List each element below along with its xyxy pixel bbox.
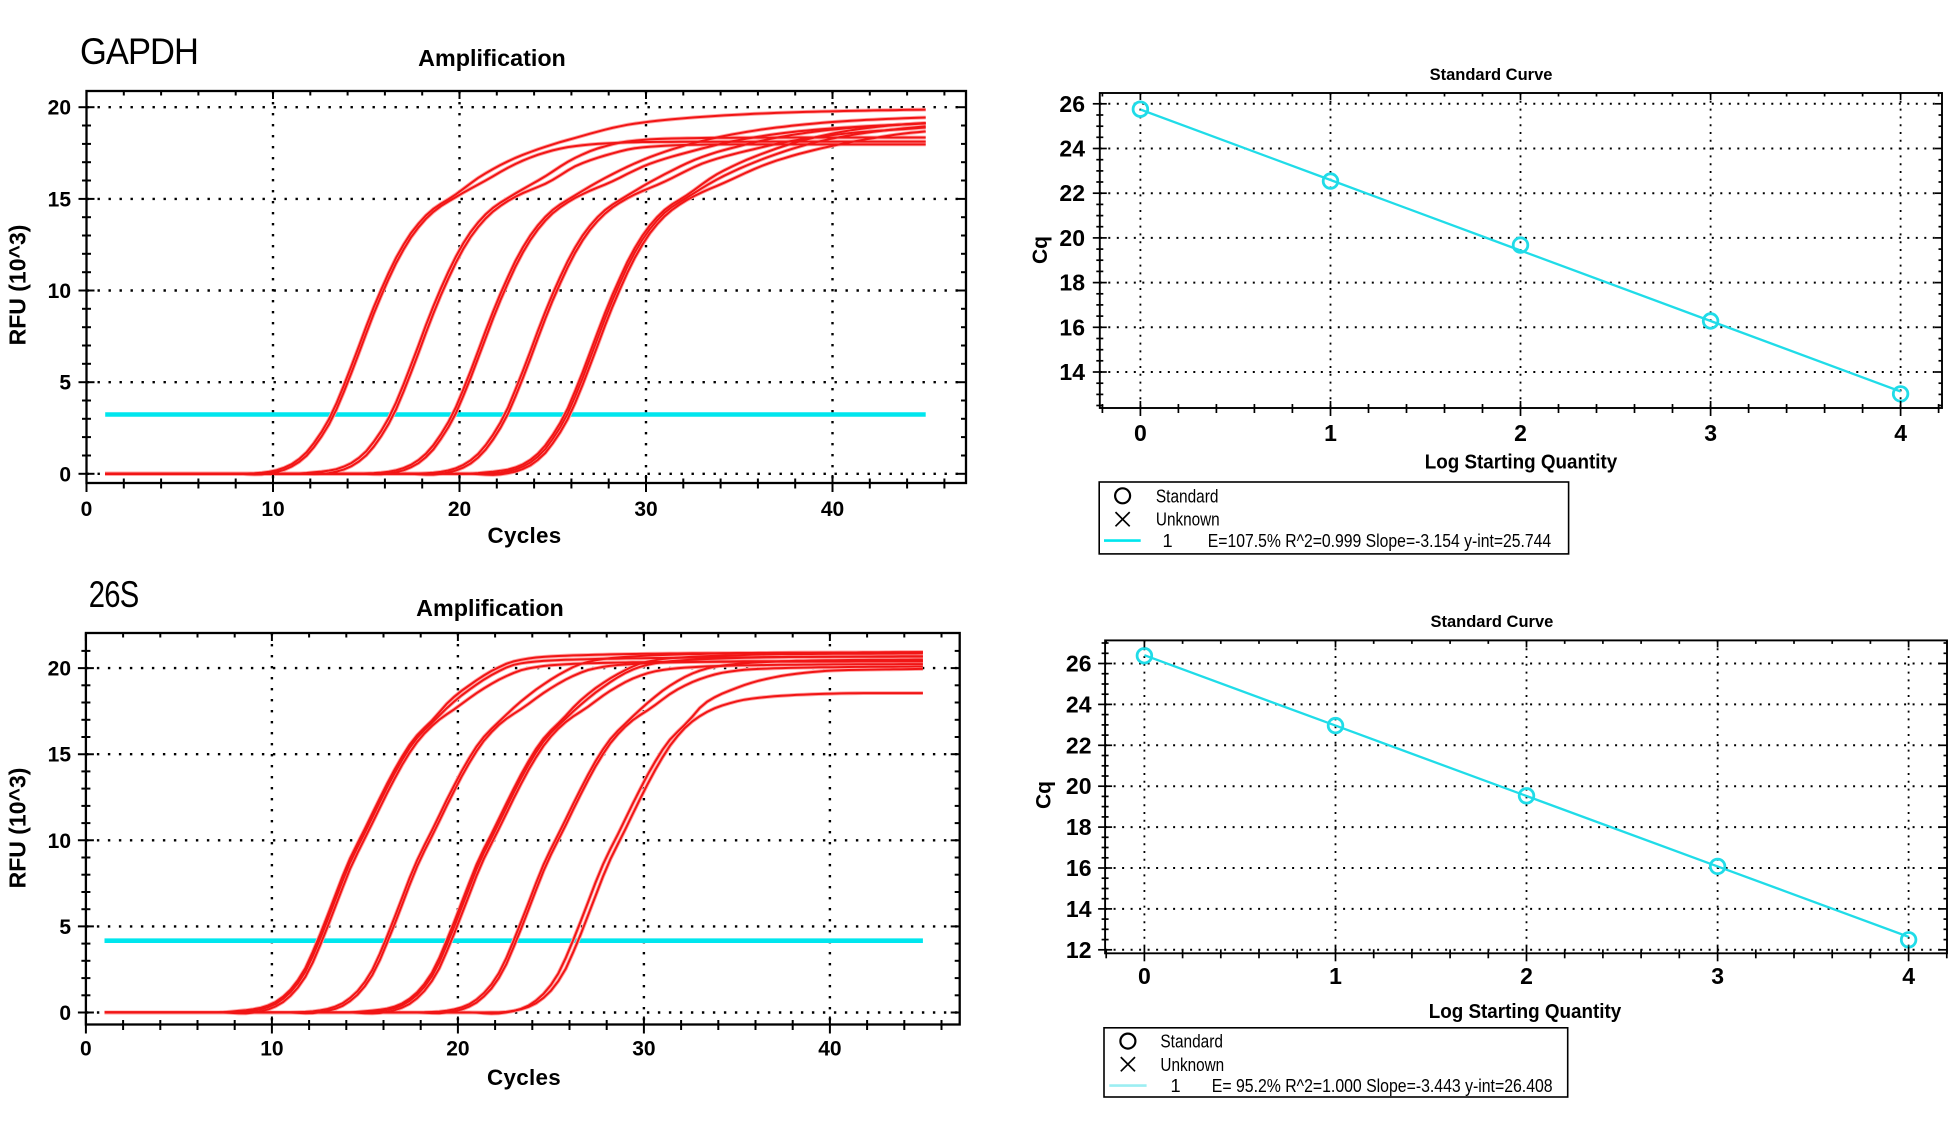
svg-text:RFU (10^3): RFU (10^3) [5, 225, 31, 346]
svg-text:30: 30 [632, 1038, 655, 1061]
svg-text:20: 20 [48, 97, 71, 120]
svg-text:15: 15 [48, 188, 72, 211]
svg-text:Log Starting Quantity: Log Starting Quantity [1429, 1001, 1622, 1023]
svg-text:Cycles: Cycles [488, 523, 562, 548]
svg-text:10: 10 [260, 1038, 283, 1061]
svg-text:5: 5 [59, 916, 71, 939]
svg-text:20: 20 [1066, 773, 1092, 799]
svg-text:30: 30 [634, 498, 657, 521]
svg-text:1: 1 [1324, 420, 1337, 446]
svg-text:Cq: Cq [1033, 781, 1056, 809]
svg-text:26: 26 [1066, 651, 1092, 677]
svg-text:Standard: Standard [1156, 486, 1219, 506]
svg-text:Amplification: Amplification [416, 595, 564, 621]
svg-text:Standard Curve: Standard Curve [1430, 613, 1553, 631]
svg-text:Standard Curve: Standard Curve [1430, 66, 1553, 84]
svg-text:20: 20 [446, 1038, 469, 1061]
svg-text:22: 22 [1066, 732, 1092, 758]
svg-text:Unknown: Unknown [1156, 510, 1220, 530]
svg-text:Amplification: Amplification [418, 45, 566, 71]
svg-text:40: 40 [821, 498, 844, 521]
svg-text:24: 24 [1066, 691, 1092, 717]
svg-text:16: 16 [1059, 314, 1085, 340]
svg-text:14: 14 [1066, 896, 1092, 922]
svg-text:12: 12 [1066, 937, 1092, 963]
svg-text:20: 20 [448, 498, 471, 521]
svg-text:RFU (10^3): RFU (10^3) [5, 768, 31, 889]
svg-text:10: 10 [261, 498, 284, 521]
svg-text:15: 15 [48, 744, 72, 767]
svg-text:26: 26 [1059, 91, 1085, 117]
svg-text:E= 95.2% R^2=1.000 Slope=-3.44: E= 95.2% R^2=1.000 Slope=-3.443 y-int=26… [1212, 1076, 1553, 1096]
svg-text:Unknown: Unknown [1160, 1055, 1224, 1075]
svg-text:14: 14 [1059, 359, 1085, 385]
svg-text:18: 18 [1066, 814, 1092, 840]
svg-text:3: 3 [1704, 420, 1717, 446]
svg-text:20: 20 [48, 658, 71, 681]
svg-text:1: 1 [1329, 963, 1342, 989]
svg-text:E=107.5% R^2=0.999 Slope=-3.15: E=107.5% R^2=0.999 Slope=-3.154 y-int=25… [1208, 531, 1551, 551]
svg-text:2: 2 [1514, 420, 1527, 446]
svg-text:2: 2 [1520, 963, 1533, 989]
svg-text:0: 0 [1138, 963, 1151, 989]
svg-text:16: 16 [1066, 855, 1092, 881]
svg-text:0: 0 [80, 1038, 92, 1061]
svg-text:Standard: Standard [1160, 1032, 1223, 1052]
svg-text:0: 0 [59, 1002, 71, 1025]
svg-text:1: 1 [1163, 531, 1173, 551]
svg-text:Cq: Cq [1029, 236, 1052, 264]
svg-text:24: 24 [1059, 136, 1085, 162]
svg-text:0: 0 [1134, 420, 1147, 446]
svg-text:10: 10 [48, 280, 71, 303]
svg-text:3: 3 [1711, 963, 1724, 989]
svg-text:0: 0 [59, 463, 71, 486]
svg-text:Cycles: Cycles [487, 1065, 561, 1090]
svg-text:GAPDH: GAPDH [80, 31, 198, 72]
svg-text:20: 20 [1059, 225, 1085, 251]
svg-text:Log Starting Quantity: Log Starting Quantity [1425, 452, 1618, 474]
svg-text:26S: 26S [89, 574, 139, 615]
svg-text:40: 40 [818, 1038, 841, 1061]
svg-text:10: 10 [48, 830, 71, 853]
svg-text:0: 0 [81, 498, 93, 521]
svg-text:4: 4 [1902, 963, 1915, 989]
svg-text:1: 1 [1171, 1076, 1181, 1096]
svg-text:22: 22 [1059, 180, 1085, 206]
svg-text:18: 18 [1059, 270, 1085, 296]
svg-text:5: 5 [59, 372, 71, 395]
svg-text:4: 4 [1894, 420, 1907, 446]
